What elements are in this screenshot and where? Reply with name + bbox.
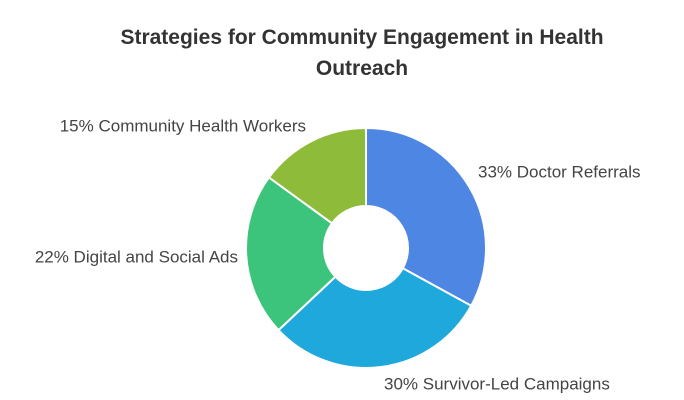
slice-label: 22% Digital and Social Ads: [35, 247, 238, 266]
slice-label: 30% Survivor-Led Campaigns: [384, 374, 610, 393]
chart-title: Strategies for Community Engagement in H…: [120, 26, 604, 80]
donut-slice: [365, 126, 487, 308]
donut-slice: [245, 176, 337, 332]
donut-slice: [277, 266, 473, 369]
donut-slice: [267, 126, 367, 225]
slice-label: 33% Doctor Referrals: [478, 162, 641, 181]
slice-label: 15% Community Health Workers: [60, 116, 306, 135]
